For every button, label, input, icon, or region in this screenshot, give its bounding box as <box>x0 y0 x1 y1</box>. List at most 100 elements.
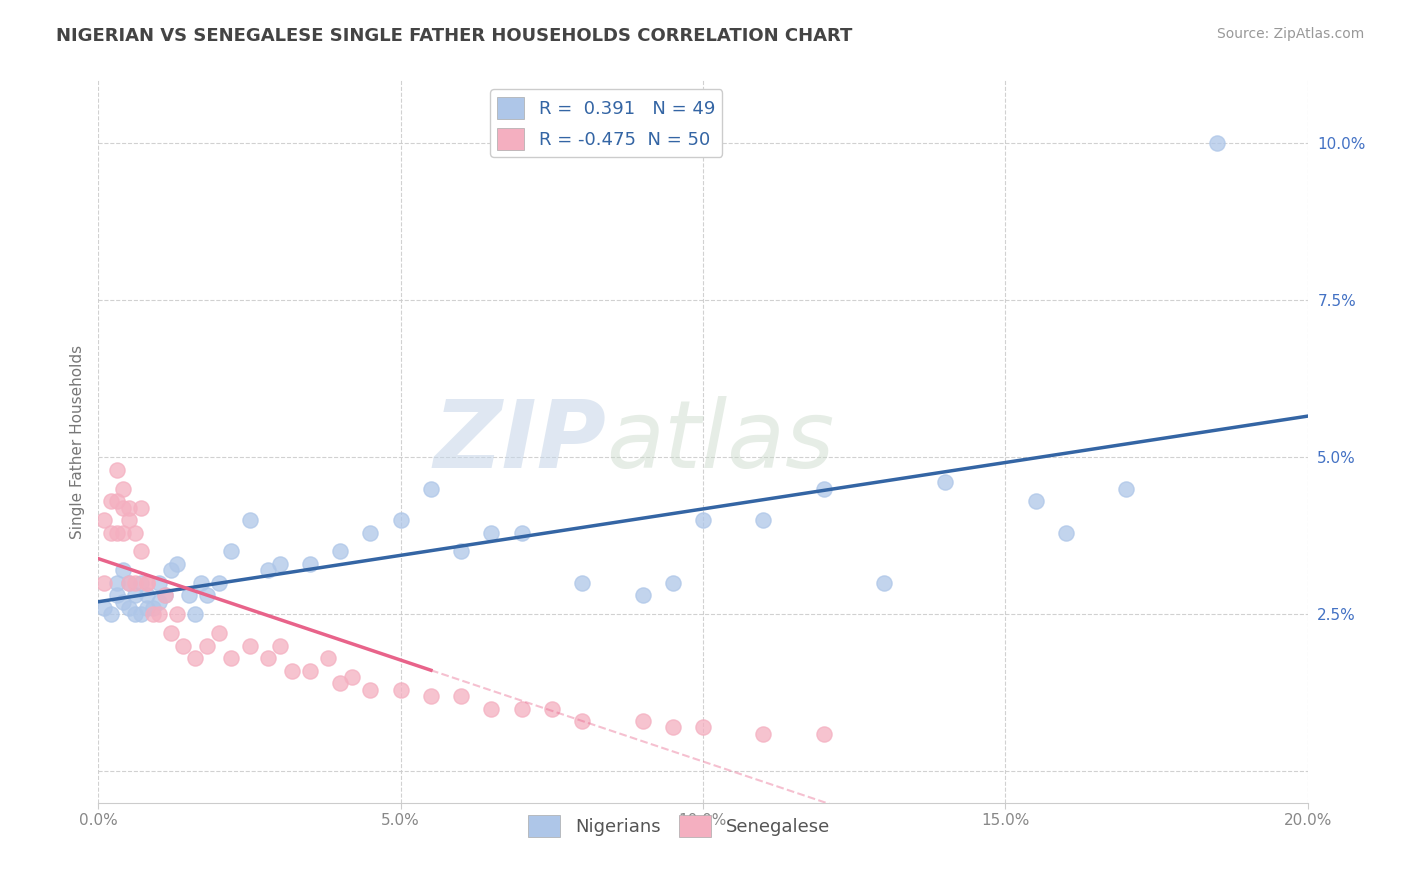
Point <box>571 575 593 590</box>
Point <box>329 544 352 558</box>
Point <box>166 557 188 571</box>
Point <box>752 513 775 527</box>
Point <box>221 651 243 665</box>
Point <box>316 651 339 665</box>
Point <box>105 463 128 477</box>
Point <box>190 575 212 590</box>
Point <box>360 682 382 697</box>
Point <box>148 595 170 609</box>
Point <box>1024 494 1046 508</box>
Point <box>105 525 128 540</box>
Point <box>135 601 157 615</box>
Point <box>1054 525 1077 540</box>
Point <box>510 701 533 715</box>
Point <box>692 513 714 527</box>
Point <box>118 500 141 515</box>
Point <box>153 589 176 603</box>
Point <box>105 494 128 508</box>
Point <box>873 575 896 590</box>
Point <box>813 727 835 741</box>
Point <box>111 500 134 515</box>
Text: NIGERIAN VS SENEGALESE SINGLE FATHER HOUSEHOLDS CORRELATION CHART: NIGERIAN VS SENEGALESE SINGLE FATHER HOU… <box>56 27 852 45</box>
Point <box>299 557 322 571</box>
Point <box>111 595 134 609</box>
Point <box>100 525 122 540</box>
Point <box>105 589 128 603</box>
Point <box>269 639 291 653</box>
Point <box>129 500 152 515</box>
Point <box>118 575 141 590</box>
Point <box>166 607 188 622</box>
Point <box>124 607 146 622</box>
Text: ZIP: ZIP <box>433 395 606 488</box>
Point <box>195 589 218 603</box>
Point <box>118 601 141 615</box>
Point <box>631 714 654 728</box>
Point <box>239 513 262 527</box>
Point <box>450 544 472 558</box>
Point <box>93 575 115 590</box>
Point <box>148 607 170 622</box>
Point <box>100 494 122 508</box>
Point <box>93 513 115 527</box>
Point <box>420 482 443 496</box>
Point <box>124 575 146 590</box>
Point <box>752 727 775 741</box>
Point <box>389 513 412 527</box>
Point <box>93 601 115 615</box>
Point <box>111 525 134 540</box>
Point <box>100 607 122 622</box>
Point <box>510 525 533 540</box>
Legend: Nigerians, Senegalese: Nigerians, Senegalese <box>520 808 837 845</box>
Point <box>135 575 157 590</box>
Point <box>389 682 412 697</box>
Point <box>208 575 231 590</box>
Point <box>661 720 683 734</box>
Point <box>420 689 443 703</box>
Point <box>540 701 562 715</box>
Point <box>135 589 157 603</box>
Point <box>256 563 278 577</box>
Text: Source: ZipAtlas.com: Source: ZipAtlas.com <box>1216 27 1364 41</box>
Point <box>105 575 128 590</box>
Point <box>111 563 134 577</box>
Point <box>118 575 141 590</box>
Point <box>221 544 243 558</box>
Point <box>179 589 201 603</box>
Point <box>281 664 304 678</box>
Point <box>124 589 146 603</box>
Point <box>692 720 714 734</box>
Point <box>142 601 165 615</box>
Point <box>661 575 683 590</box>
Point <box>142 607 165 622</box>
Point <box>256 651 278 665</box>
Point <box>195 639 218 653</box>
Point <box>184 651 207 665</box>
Point <box>208 626 231 640</box>
Point <box>135 575 157 590</box>
Point <box>631 589 654 603</box>
Point <box>360 525 382 540</box>
Point <box>172 639 194 653</box>
Point <box>299 664 322 678</box>
Point <box>813 482 835 496</box>
Point <box>118 513 141 527</box>
Point <box>329 676 352 690</box>
Y-axis label: Single Father Households: Single Father Households <box>69 344 84 539</box>
Point <box>481 701 503 715</box>
Point <box>239 639 262 653</box>
Point <box>160 626 183 640</box>
Point <box>129 575 152 590</box>
Point <box>124 525 146 540</box>
Point <box>571 714 593 728</box>
Point <box>450 689 472 703</box>
Point <box>934 475 956 490</box>
Point <box>342 670 364 684</box>
Point <box>1206 136 1229 150</box>
Point <box>111 482 134 496</box>
Point <box>160 563 183 577</box>
Point <box>129 607 152 622</box>
Point <box>153 589 176 603</box>
Point <box>148 575 170 590</box>
Text: atlas: atlas <box>606 396 835 487</box>
